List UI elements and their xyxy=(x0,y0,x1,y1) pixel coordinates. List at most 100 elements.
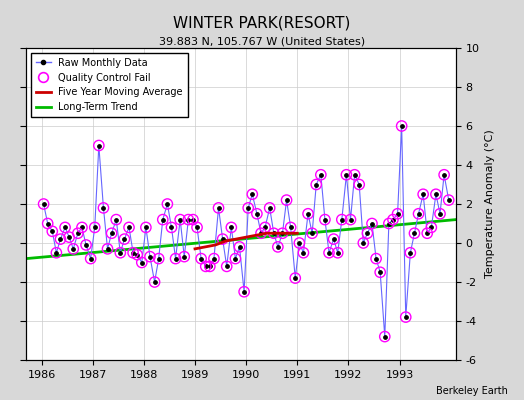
Point xyxy=(223,263,231,270)
Point xyxy=(330,236,338,242)
Point xyxy=(146,254,154,260)
Point xyxy=(359,240,367,246)
Point xyxy=(120,236,128,242)
Text: WINTER PARK(RESORT): WINTER PARK(RESORT) xyxy=(173,16,351,31)
Point xyxy=(330,236,338,242)
Point xyxy=(99,205,107,211)
Point xyxy=(48,228,57,234)
Point xyxy=(248,191,256,198)
Point xyxy=(184,216,192,223)
Point xyxy=(180,254,189,260)
Point xyxy=(43,220,52,227)
Point xyxy=(380,333,389,340)
Point xyxy=(389,216,397,223)
Point xyxy=(444,197,453,203)
Point xyxy=(333,250,342,256)
Point xyxy=(257,230,265,236)
Point xyxy=(78,224,86,230)
Point xyxy=(240,288,248,295)
Point xyxy=(65,234,73,240)
Point xyxy=(291,275,299,281)
Point xyxy=(116,250,125,256)
Point xyxy=(205,263,214,270)
Point xyxy=(69,246,78,252)
Point xyxy=(444,197,453,203)
Point xyxy=(86,255,95,262)
Point xyxy=(155,255,163,262)
Point xyxy=(99,205,107,211)
Point xyxy=(56,236,64,242)
Point xyxy=(436,210,444,217)
Point xyxy=(278,230,287,236)
Point xyxy=(74,230,82,236)
Point xyxy=(427,224,435,230)
Point xyxy=(214,205,223,211)
Point xyxy=(295,240,303,246)
Point xyxy=(337,216,346,223)
Point xyxy=(52,250,61,256)
Point xyxy=(231,255,239,262)
Point xyxy=(141,224,150,230)
Point xyxy=(116,250,125,256)
Point xyxy=(163,201,171,207)
Point xyxy=(235,244,244,250)
Point xyxy=(432,191,440,198)
Point xyxy=(308,230,316,236)
Point xyxy=(125,224,133,230)
Point xyxy=(342,172,351,178)
Point xyxy=(257,230,265,236)
Point xyxy=(368,220,376,227)
Point xyxy=(423,230,431,236)
Point xyxy=(394,210,402,217)
Point xyxy=(406,250,414,256)
Point xyxy=(155,255,163,262)
Point xyxy=(287,224,295,230)
Point xyxy=(423,230,431,236)
Point xyxy=(176,216,184,223)
Point xyxy=(219,236,227,242)
Point xyxy=(419,191,428,198)
Point xyxy=(316,172,325,178)
Text: 39.883 N, 105.767 W (United States): 39.883 N, 105.767 W (United States) xyxy=(159,36,365,46)
Point xyxy=(342,172,351,178)
Point xyxy=(171,255,180,262)
Point xyxy=(269,230,278,236)
Point xyxy=(244,205,253,211)
Point xyxy=(159,216,167,223)
Point xyxy=(432,191,440,198)
Point xyxy=(419,191,428,198)
Point xyxy=(107,230,116,236)
Point xyxy=(389,216,397,223)
Point xyxy=(376,269,385,276)
Point xyxy=(308,230,316,236)
Point xyxy=(193,224,201,230)
Point xyxy=(337,216,346,223)
Point xyxy=(223,263,231,270)
Point xyxy=(227,224,235,230)
Point xyxy=(133,252,141,258)
Point xyxy=(394,210,402,217)
Point xyxy=(189,216,197,223)
Point xyxy=(410,230,419,236)
Point xyxy=(235,244,244,250)
Point xyxy=(219,236,227,242)
Point xyxy=(440,172,449,178)
Point xyxy=(440,172,449,178)
Point xyxy=(52,250,61,256)
Point xyxy=(141,224,150,230)
Point xyxy=(180,254,189,260)
Point xyxy=(214,205,223,211)
Point xyxy=(410,230,419,236)
Point xyxy=(159,216,167,223)
Point xyxy=(278,230,287,236)
Point xyxy=(355,181,364,188)
Point xyxy=(202,263,210,270)
Point xyxy=(69,246,78,252)
Point xyxy=(167,224,176,230)
Point xyxy=(138,259,146,266)
Point xyxy=(129,250,137,256)
Point xyxy=(436,210,444,217)
Point xyxy=(197,255,205,262)
Point xyxy=(202,263,210,270)
Point xyxy=(138,259,146,266)
